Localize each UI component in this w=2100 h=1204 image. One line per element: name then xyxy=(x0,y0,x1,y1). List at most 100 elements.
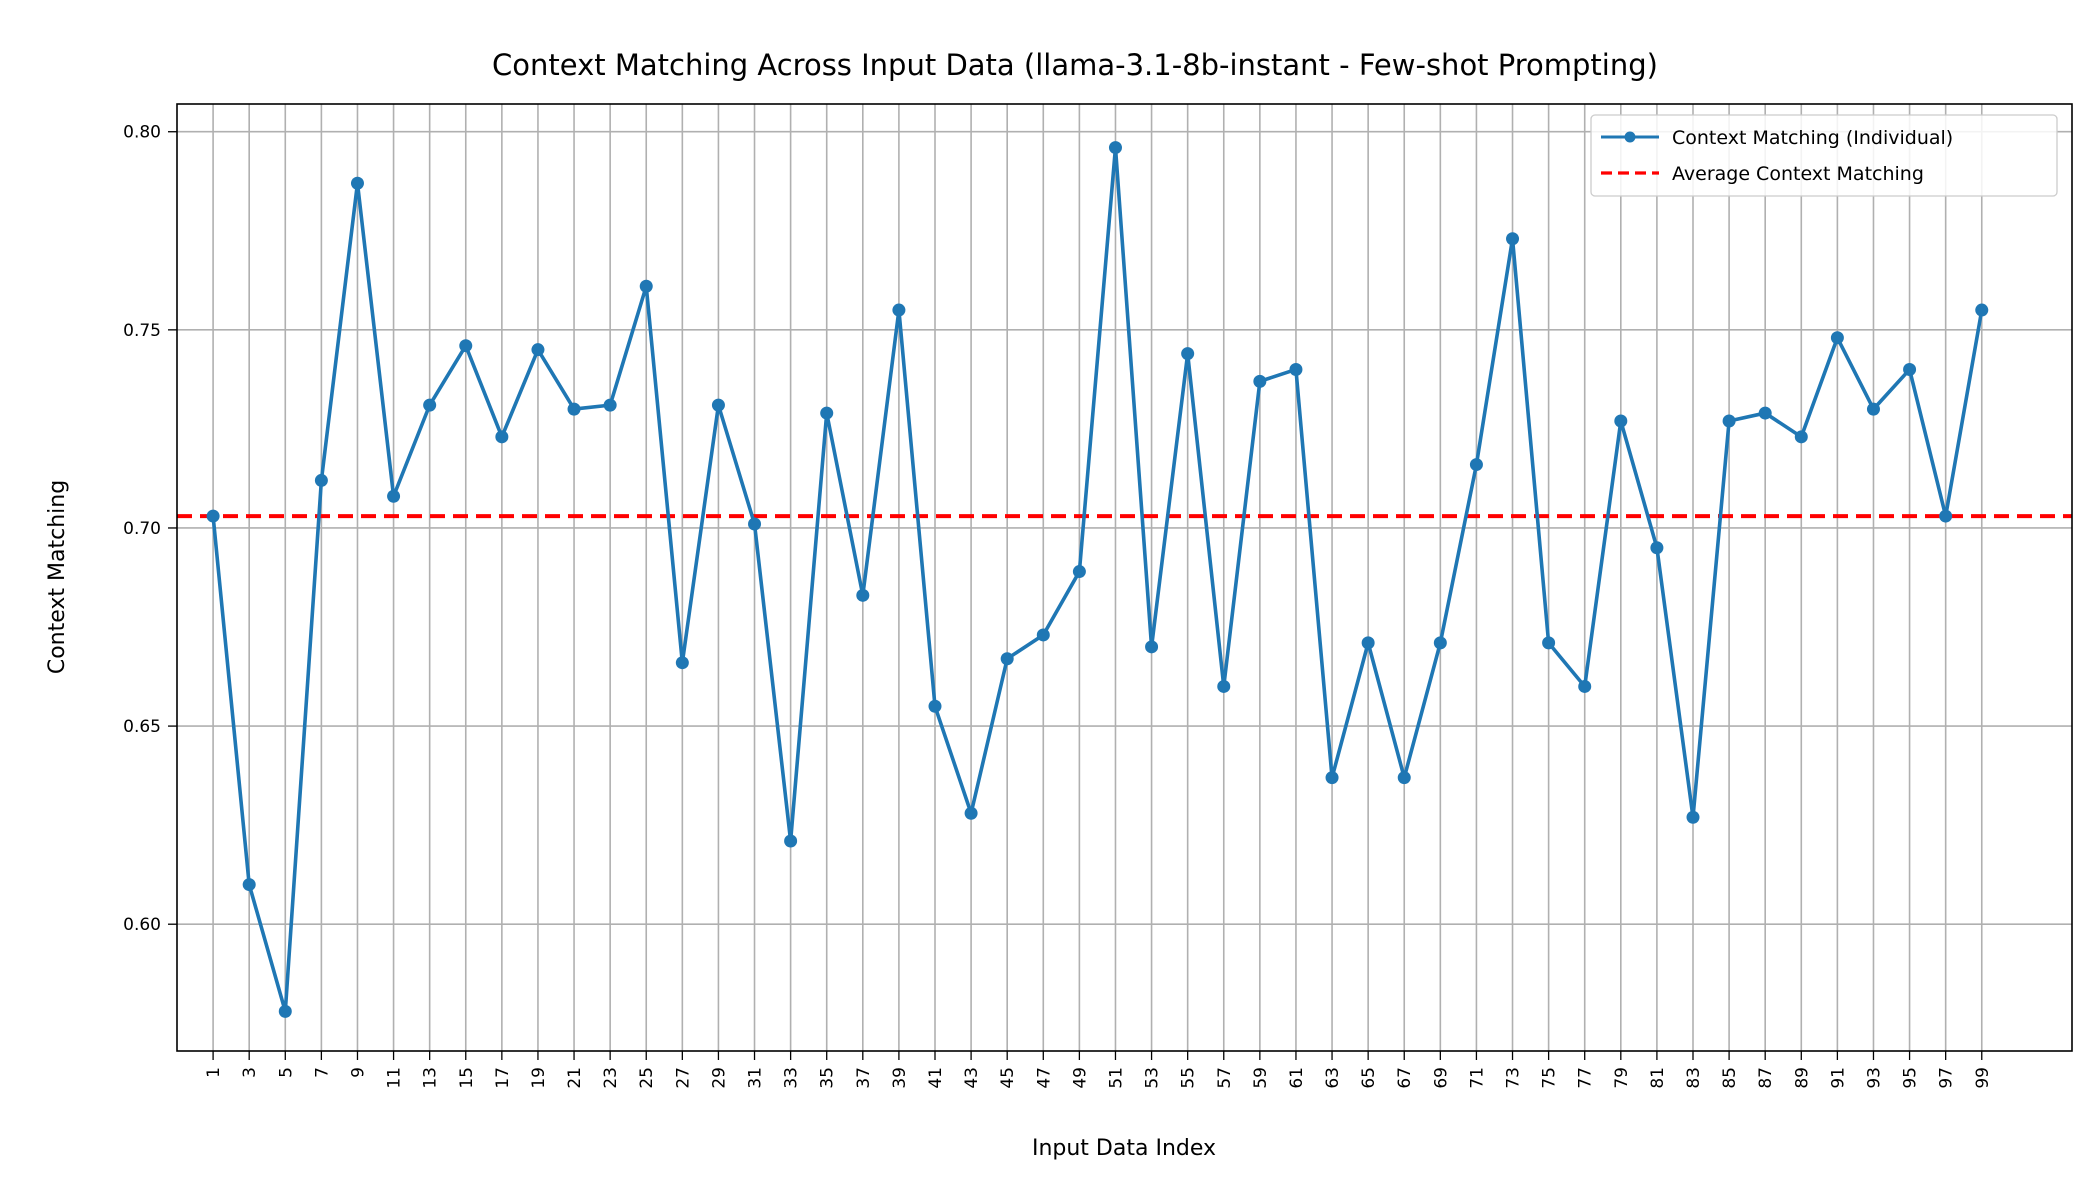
data-point xyxy=(1000,652,1014,666)
data-point xyxy=(1866,402,1880,416)
x-tick-label: 77 xyxy=(1576,1067,1596,1089)
legend: Context Matching (Individual) Average Co… xyxy=(1590,114,2058,197)
data-point xyxy=(206,509,220,523)
data-point xyxy=(1072,565,1086,579)
x-tick-label: 29 xyxy=(709,1067,729,1089)
x-tick-label: 37 xyxy=(854,1067,874,1089)
x-tick-label: 19 xyxy=(529,1067,549,1089)
x-axis-ticks: 1 3 5 7 9 11 13 15 17 19 21 23 25 27 29 31 33 35 37 39 41 43 4… xyxy=(204,1051,1993,1089)
x-tick-label: 85 xyxy=(1720,1067,1740,1089)
data-point xyxy=(314,473,328,487)
data-point xyxy=(1903,362,1917,376)
data-point xyxy=(1614,414,1628,428)
data-point xyxy=(1975,303,1989,317)
x-tick-label: 55 xyxy=(1179,1067,1199,1089)
data-point xyxy=(1758,406,1772,420)
y-tick-label: 0.65 xyxy=(123,717,161,737)
data-point xyxy=(1650,541,1664,555)
x-tick-label: 31 xyxy=(746,1067,766,1089)
x-tick-label: 67 xyxy=(1395,1067,1415,1089)
data-point xyxy=(1722,414,1736,428)
x-tick-label: 57 xyxy=(1215,1067,1235,1089)
data-point xyxy=(350,176,364,190)
x-tick-label: 17 xyxy=(493,1067,513,1089)
x-axis-label: Input Data Index xyxy=(1032,1136,1216,1161)
data-point xyxy=(1686,810,1700,824)
x-tick-label: 11 xyxy=(385,1067,405,1089)
legend-series-marker-sample xyxy=(1624,131,1636,143)
data-point xyxy=(1325,771,1339,785)
data-point xyxy=(1794,430,1808,444)
data-point xyxy=(459,339,473,353)
data-point xyxy=(748,517,762,531)
x-tick-label: 9 xyxy=(348,1067,368,1078)
x-tick-label: 97 xyxy=(1937,1067,1957,1089)
x-tick-label: 43 xyxy=(962,1067,982,1089)
data-point xyxy=(1253,374,1267,388)
x-tick-label: 3 xyxy=(240,1067,260,1078)
y-tick-label: 0.75 xyxy=(123,321,161,341)
data-point xyxy=(603,398,617,412)
x-tick-label: 87 xyxy=(1756,1067,1776,1089)
data-point xyxy=(820,406,834,420)
data-point xyxy=(1289,362,1303,376)
data-point xyxy=(1397,771,1411,785)
x-tick-label: 71 xyxy=(1467,1067,1487,1089)
data-point xyxy=(1830,331,1844,345)
data-point xyxy=(784,834,798,848)
data-point xyxy=(1217,679,1231,693)
data-point xyxy=(531,343,545,357)
data-point xyxy=(1145,640,1159,654)
y-tick-label: 0.60 xyxy=(123,915,161,935)
y-tick-label: 0.70 xyxy=(123,519,161,539)
data-point xyxy=(1578,679,1592,693)
x-tick-label: 99 xyxy=(1973,1067,1993,1089)
data-point xyxy=(278,1004,292,1018)
x-tick-label: 13 xyxy=(421,1067,441,1089)
x-tick-label: 5 xyxy=(276,1067,296,1078)
data-point xyxy=(928,699,942,713)
legend-average-label: Average Context Matching xyxy=(1672,163,1924,185)
x-tick-label: 47 xyxy=(1034,1067,1054,1089)
x-tick-label: 25 xyxy=(637,1067,657,1089)
data-point xyxy=(1506,232,1520,246)
series-line xyxy=(211,145,1984,1014)
x-tick-label: 79 xyxy=(1612,1067,1632,1089)
y-axis-label: Context Matching xyxy=(45,480,70,674)
data-point xyxy=(711,398,725,412)
x-tick-label: 91 xyxy=(1828,1067,1848,1089)
data-point xyxy=(639,279,653,293)
x-tick-label: 23 xyxy=(601,1067,621,1089)
data-point xyxy=(1939,509,1953,523)
x-tick-label: 45 xyxy=(998,1067,1018,1089)
data-point xyxy=(1036,628,1050,642)
x-tick-label: 81 xyxy=(1648,1067,1668,1089)
chart-title: Context Matching Across Input Data (llam… xyxy=(492,48,1658,82)
data-point xyxy=(1361,636,1375,650)
legend-series-label: Context Matching (Individual) xyxy=(1672,127,1953,149)
y-tick-label: 0.80 xyxy=(123,123,161,143)
x-tick-label: 33 xyxy=(782,1067,802,1089)
data-point xyxy=(495,430,509,444)
x-tick-label: 1 xyxy=(204,1067,224,1078)
x-tick-label: 73 xyxy=(1504,1067,1524,1089)
data-point xyxy=(242,878,256,892)
legend-box xyxy=(1590,114,2058,197)
x-tick-label: 27 xyxy=(673,1067,693,1089)
plot-frame xyxy=(176,103,2073,1052)
x-tick-label: 21 xyxy=(565,1067,585,1089)
y-axis-ticks: 0.60 0.65 0.70 0.75 0.80 xyxy=(123,123,177,935)
data-point xyxy=(567,402,581,416)
x-tick-label: 15 xyxy=(457,1067,477,1089)
x-tick-label: 83 xyxy=(1684,1067,1704,1089)
grid xyxy=(177,104,2072,1051)
x-tick-label: 95 xyxy=(1901,1067,1921,1089)
data-point xyxy=(675,656,689,670)
data-point xyxy=(1433,636,1447,650)
data-point xyxy=(423,398,437,412)
data-point xyxy=(964,806,978,820)
x-tick-label: 41 xyxy=(926,1067,946,1089)
x-tick-label: 39 xyxy=(890,1067,910,1089)
